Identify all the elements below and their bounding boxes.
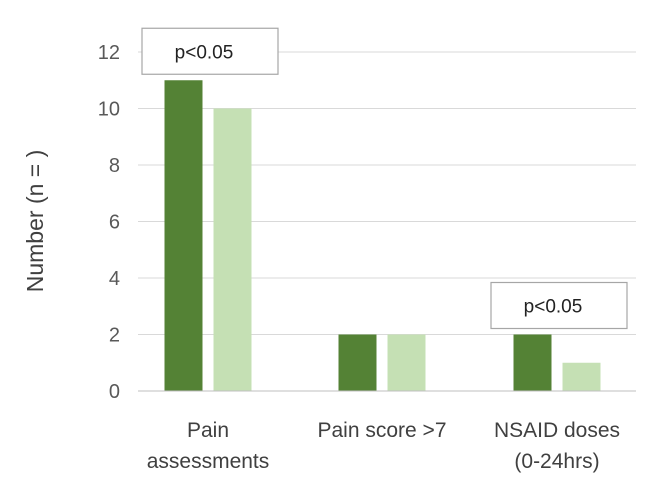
y-tick-label: 4 — [109, 268, 120, 290]
y-tick-label: 0 — [109, 381, 120, 403]
category-labels: Pain assessments Pain score >7 NSAID doses (… — [147, 419, 620, 473]
annotation-text: p<0.05 — [524, 297, 583, 318]
x-category-label-line: Pain — [187, 419, 229, 442]
y-tick-label: 12 — [98, 42, 120, 64]
bar-series-1-cat-3 — [513, 334, 552, 391]
x-category-label: NSAID doses (0-24hrs) — [494, 419, 620, 473]
x-category-label-line: (0-24hrs) — [514, 450, 599, 473]
x-category-label: Pain assessments — [147, 419, 270, 473]
bar-series-2-cat-2 — [387, 334, 426, 391]
annotation-box — [490, 281, 628, 330]
y-axis-title: Number (n = ) — [22, 150, 48, 293]
annotation-callout: p<0.05 — [141, 27, 279, 75]
bar-series-1-cat-2 — [338, 334, 377, 391]
x-category-label-line: NSAID doses — [494, 419, 620, 442]
bar-series-1-cat-1 — [164, 80, 203, 391]
x-category-label-line: Pain score >7 — [318, 419, 447, 442]
x-category-label-line: assessments — [147, 450, 270, 473]
y-axis-ticks: 0 2 4 6 8 10 12 — [98, 42, 120, 403]
annotation-callout: p<0.05 — [490, 281, 628, 330]
bars — [164, 80, 601, 391]
y-tick-label: 10 — [98, 99, 120, 121]
annotation-text: p<0.05 — [175, 42, 234, 63]
annotations: p<0.05 p<0.05 — [141, 27, 628, 330]
x-category-label: Pain score >7 — [318, 419, 447, 442]
annotation-box — [141, 27, 279, 75]
y-tick-label: 2 — [109, 325, 120, 347]
y-tick-label: 6 — [109, 212, 120, 234]
y-tick-label: 8 — [109, 155, 120, 177]
bar-series-2-cat-1 — [213, 108, 252, 391]
bar-series-2-cat-3 — [562, 362, 601, 391]
